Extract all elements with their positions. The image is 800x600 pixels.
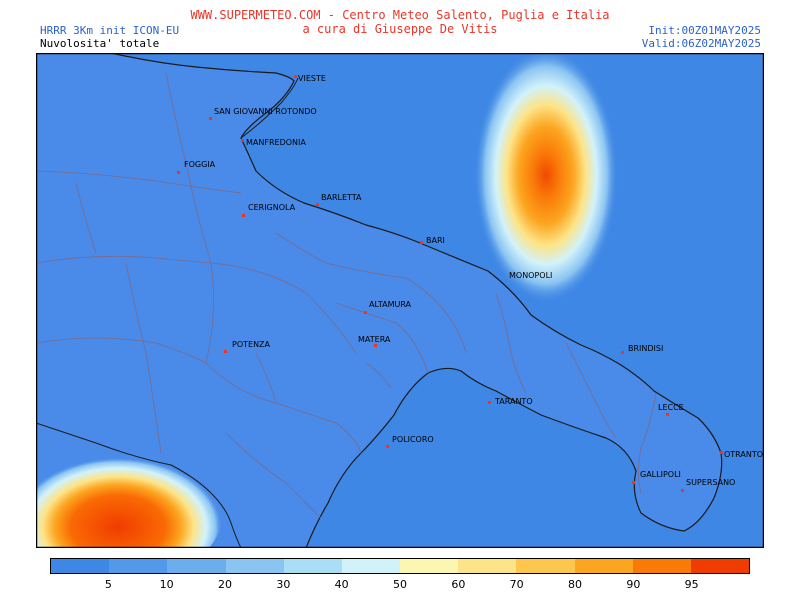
legend-swatch [167, 559, 226, 573]
legend-swatch [632, 559, 691, 573]
city-label-bari: BARI [426, 236, 445, 245]
legend-swatch [225, 559, 284, 573]
city-label-otranto: OTRANTO [724, 450, 763, 459]
city-label-foggia: FOGGIA [184, 160, 216, 169]
city-label-barletta: BARLETTA [321, 193, 362, 202]
field-label: Nuvolosita' totale [40, 37, 160, 50]
legend-label: 60 [451, 578, 466, 591]
city-label-policoro: POLICORO [392, 435, 434, 444]
city-label-matera: MATERA [358, 335, 391, 344]
city-label-altamura: ALTAMURA [369, 300, 412, 309]
cloud-cell-adriatic [474, 53, 618, 303]
gargano-coast [240, 77, 299, 139]
legend-label: 30 [276, 578, 291, 591]
city-label-brindisi: BRINDISI [628, 344, 663, 353]
legend-swatch [341, 559, 401, 573]
city-label-cerignola: CERIGNOLA [248, 203, 296, 212]
legend-swatch [516, 559, 575, 573]
color-legend [50, 558, 750, 574]
city-label-monopoli: MONOPOLI [509, 271, 552, 280]
city-label-san-giovanni-rotondo: SAN GIOVANNI ROTONDO [214, 107, 317, 116]
cloud-cell-tyrrhenian [36, 443, 223, 548]
city-label-gallipoli: GALLIPOLI [640, 470, 681, 479]
city-label-taranto: TARANTO [494, 397, 533, 406]
legend-swatch [400, 559, 459, 573]
city-label-manfredonia: MANFREDONIA [246, 138, 306, 147]
page-title: WWW.SUPERMETEO.COM - Centro Meteo Salent… [190, 8, 610, 22]
city-label-potenza: POTENZA [232, 340, 271, 349]
city-label-vieste: VIESTE [298, 74, 326, 83]
legend-swatch [283, 559, 342, 573]
land-area [36, 53, 723, 548]
admin-boundaries [36, 72, 657, 519]
valid-time: Valid:06Z02MAY2025 [641, 37, 761, 50]
legend-label: 20 [218, 578, 232, 591]
legend-label: 40 [334, 578, 349, 591]
page-subtitle: a cura di Giuseppe De Vitis [302, 22, 498, 36]
legend-swatch [109, 559, 168, 573]
legend-label: 95 [684, 578, 699, 591]
init-time: Init:00Z01MAY2025 [648, 24, 761, 37]
legend-labels: 5 10 20 30 40 50 60 70 80 90 95 [50, 578, 750, 592]
legend-swatch [458, 559, 517, 573]
legend-label: 80 [568, 578, 582, 591]
city-markers [177, 75, 723, 492]
city-label-lecce: LECCE [658, 403, 684, 412]
legend-label: 10 [159, 578, 174, 591]
legend-label: 70 [509, 578, 524, 591]
city-label-supersano: SUPERSANO [686, 478, 735, 487]
legend-swatch [690, 559, 750, 573]
legend-label: 50 [393, 578, 407, 591]
legend-swatch [51, 559, 110, 573]
legend-label: 5 [104, 578, 112, 591]
legend-label: 90 [626, 578, 641, 591]
map-frame [36, 53, 764, 548]
model-label: HRRR 3Km init ICON-EU [40, 24, 180, 37]
legend-swatch [574, 559, 633, 573]
cloud-cover-map: VIESTE SAN GIOVANNI ROTONDO MANFREDONIA … [36, 53, 764, 548]
